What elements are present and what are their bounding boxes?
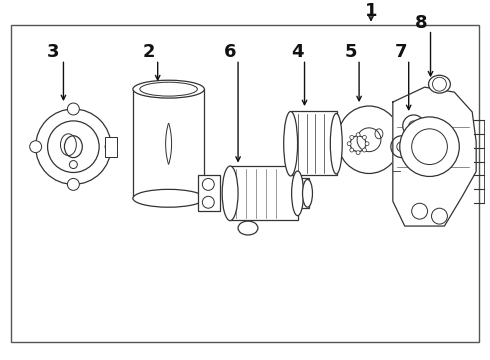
Ellipse shape xyxy=(284,112,297,176)
Bar xyxy=(230,166,297,220)
Circle shape xyxy=(363,148,367,152)
Circle shape xyxy=(350,148,354,152)
Ellipse shape xyxy=(133,189,204,207)
Ellipse shape xyxy=(292,171,303,216)
Ellipse shape xyxy=(222,166,238,221)
Text: 6: 6 xyxy=(224,44,236,62)
Ellipse shape xyxy=(238,221,258,235)
Bar xyxy=(291,111,337,175)
Text: 3: 3 xyxy=(47,44,60,62)
Circle shape xyxy=(412,203,428,219)
Text: 4: 4 xyxy=(292,44,304,62)
Circle shape xyxy=(400,117,459,176)
Bar xyxy=(198,175,220,211)
Bar xyxy=(105,137,117,157)
Bar xyxy=(295,179,310,208)
Polygon shape xyxy=(393,87,476,226)
Circle shape xyxy=(432,208,447,224)
Circle shape xyxy=(347,142,351,146)
Circle shape xyxy=(30,141,42,153)
Circle shape xyxy=(105,141,117,153)
Ellipse shape xyxy=(429,75,450,93)
Circle shape xyxy=(391,136,413,158)
Circle shape xyxy=(68,179,79,190)
Circle shape xyxy=(350,135,354,139)
Text: 8: 8 xyxy=(416,14,428,32)
Text: 5: 5 xyxy=(345,44,357,62)
Ellipse shape xyxy=(133,80,204,98)
Ellipse shape xyxy=(330,113,342,174)
Circle shape xyxy=(356,133,360,137)
Text: 1: 1 xyxy=(365,2,377,20)
Circle shape xyxy=(363,135,367,139)
Circle shape xyxy=(403,115,424,137)
Circle shape xyxy=(365,142,369,146)
Circle shape xyxy=(350,136,366,152)
Circle shape xyxy=(356,151,360,155)
Bar xyxy=(11,25,479,342)
Ellipse shape xyxy=(302,179,313,207)
Circle shape xyxy=(415,136,437,158)
Ellipse shape xyxy=(337,106,401,174)
Circle shape xyxy=(36,109,111,184)
Text: 2: 2 xyxy=(143,44,155,62)
Circle shape xyxy=(68,103,79,115)
Text: 7: 7 xyxy=(394,44,407,62)
